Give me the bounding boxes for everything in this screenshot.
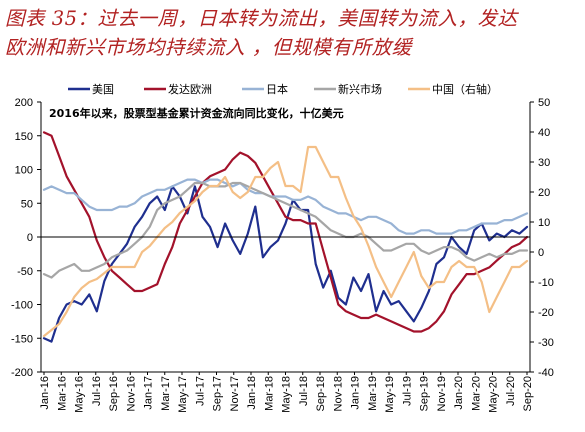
x-tick-label-10: Sep-17 — [212, 376, 224, 411]
x-tick-label-1: Mar-16 — [56, 376, 68, 411]
left-tick-label-1: -150 — [11, 333, 33, 345]
series-line-0 — [42, 185, 529, 343]
x-tick-label-25: Mar-20 — [470, 376, 482, 411]
right-tick-label-2: -20 — [538, 307, 554, 319]
x-tick-label-14: May-18 — [281, 376, 293, 413]
left-axis: -200 -150 -100 -50 0 50 100 150 200 — [11, 97, 42, 379]
x-tick-label-24: Jan-20 — [453, 376, 465, 410]
legend-label-4: 中国（右轴） — [432, 82, 498, 96]
left-tick-label-4: 0 — [27, 232, 33, 244]
legend-label-3: 新兴市场 — [338, 82, 382, 96]
x-tick-label-22: Sep-19 — [419, 376, 431, 411]
x-tick-label-6: Jan-17 — [143, 376, 155, 410]
right-tick-label-3: -10 — [538, 277, 554, 289]
series-line-1 — [42, 131, 529, 333]
x-tick-label-21: Jul-19 — [401, 376, 413, 406]
left-tick-label-5: 50 — [21, 198, 33, 210]
x-tick-label-20: May-19 — [384, 376, 396, 413]
x-axis: Jan-16 Mar-16 May-16 Jul-16 Sep-16 Nov-16 Jan-… — [39, 371, 534, 413]
x-tick-label-28: Sep-20 — [522, 376, 534, 411]
right-tick-label-5: 10 — [538, 217, 550, 229]
x-tick-label-15: Jul-18 — [298, 376, 310, 406]
x-tick-label-18: Jan-19 — [350, 376, 362, 410]
left-tick-label-2: -100 — [11, 300, 33, 312]
right-tick-label-0: -40 — [538, 367, 554, 379]
x-tick-label-19: Mar-19 — [367, 376, 379, 411]
x-tick-label-27: Jul-20 — [505, 376, 517, 406]
x-tick-label-3: Jul-16 — [91, 376, 103, 406]
left-tick-label-7: 150 — [15, 131, 33, 143]
series-line-4 — [42, 145, 529, 338]
right-tick-label-1: -30 — [538, 337, 554, 349]
left-tick-label-0: -200 — [11, 367, 33, 379]
chart-note: 2016年以来，股票型基金累计资金流向同比变化，十亿美元 — [49, 106, 344, 120]
x-tick-label-4: Sep-16 — [108, 376, 120, 411]
x-tick-label-0: Jan-16 — [39, 376, 51, 410]
series-line-3 — [42, 181, 529, 279]
right-tick-label-6: 20 — [538, 187, 550, 199]
legend-label-2: 日本 — [266, 82, 288, 96]
chart-note-text: 2016年以来，股票型基金累计资金流向同比变化，十亿美元 — [49, 106, 344, 120]
right-tick-label-4: 0 — [538, 247, 544, 259]
right-tick-label-8: 40 — [538, 127, 550, 139]
right-tick-label-9: 50 — [538, 97, 550, 109]
figure-title-line-2: 欧洲和新兴市场均持续流入 ，但规模有所放缓 — [5, 36, 412, 59]
x-tick-label-2: May-16 — [74, 376, 86, 413]
left-tick-label-6: 100 — [15, 165, 33, 177]
right-axis: -40 -30 -20 -10 0 10 20 30 40 50 — [529, 97, 554, 379]
x-tick-label-23: Nov-19 — [436, 376, 448, 411]
x-tick-label-17: Nov-18 — [332, 376, 344, 411]
x-tick-label-13: Mar-18 — [263, 376, 275, 411]
legend-label-0: 美国 — [92, 83, 114, 96]
left-tick-label-8: 200 — [15, 97, 33, 109]
plot-lines — [42, 131, 529, 343]
left-tick-label-3: -50 — [17, 266, 33, 278]
x-tick-label-11: Nov-17 — [229, 376, 241, 411]
figure-title: 图表 35：过去一周，日本转为流出，美国转为流入，发达 欧洲和新兴市场均持续流入… — [5, 4, 583, 62]
legend: 美国 发达欧洲 日本 新兴市场 中国（右轴） — [68, 82, 498, 96]
right-tick-label-7: 30 — [538, 157, 550, 169]
x-tick-label-12: Jan-18 — [246, 376, 258, 410]
legend-label-1: 发达欧洲 — [168, 82, 212, 96]
x-tick-label-9: Jul-17 — [194, 376, 206, 406]
x-tick-label-5: Nov-16 — [125, 376, 137, 411]
x-tick-label-16: Sep-18 — [315, 376, 327, 411]
x-tick-label-7: Mar-17 — [160, 376, 172, 411]
figure-title-line-1: 图表 35：过去一周，日本转为流出，美国转为流入，发达 — [5, 7, 518, 30]
series-line-2 — [42, 178, 529, 235]
x-tick-label-26: May-20 — [488, 376, 500, 413]
x-tick-label-8: May-17 — [177, 376, 189, 413]
